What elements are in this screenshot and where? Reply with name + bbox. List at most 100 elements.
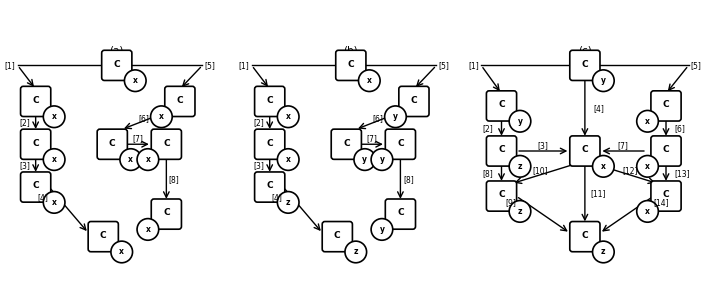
FancyBboxPatch shape (255, 129, 285, 159)
Text: C: C (343, 139, 350, 148)
Text: C: C (114, 60, 120, 69)
Circle shape (120, 149, 142, 170)
FancyBboxPatch shape (486, 136, 517, 166)
Text: [12]: [12] (623, 166, 638, 175)
Text: x: x (145, 155, 150, 164)
Text: C: C (663, 145, 669, 154)
Text: C: C (397, 139, 404, 148)
Text: x: x (601, 162, 606, 171)
Text: C: C (498, 100, 505, 109)
Text: [4]: [4] (271, 193, 282, 202)
FancyBboxPatch shape (651, 136, 681, 166)
Circle shape (151, 106, 172, 127)
FancyBboxPatch shape (97, 129, 128, 159)
Text: x: x (367, 76, 372, 85)
Text: [3]: [3] (19, 161, 30, 170)
Text: C: C (32, 96, 39, 105)
Text: C: C (498, 191, 505, 199)
Text: x: x (51, 155, 56, 164)
Text: x: x (119, 247, 124, 256)
Text: C: C (266, 96, 273, 105)
Circle shape (637, 201, 658, 222)
FancyBboxPatch shape (331, 129, 362, 159)
Text: C: C (498, 145, 505, 154)
FancyBboxPatch shape (570, 222, 600, 252)
Circle shape (637, 156, 658, 177)
FancyBboxPatch shape (152, 199, 181, 229)
FancyBboxPatch shape (322, 222, 352, 252)
FancyBboxPatch shape (165, 86, 195, 117)
Text: x: x (286, 155, 290, 164)
Text: [1]: [1] (468, 61, 479, 70)
Text: y: y (379, 155, 384, 164)
Circle shape (509, 156, 531, 177)
FancyBboxPatch shape (152, 129, 181, 159)
Text: C: C (266, 139, 273, 148)
Text: [5]: [5] (439, 61, 450, 70)
Text: [2]: [2] (253, 118, 264, 127)
FancyBboxPatch shape (570, 136, 600, 166)
Text: C: C (663, 100, 669, 109)
Text: y: y (601, 76, 606, 85)
FancyBboxPatch shape (255, 172, 285, 202)
FancyBboxPatch shape (102, 50, 132, 80)
Text: [7]: [7] (133, 134, 144, 143)
FancyBboxPatch shape (386, 129, 415, 159)
Text: [8]: [8] (169, 175, 180, 184)
Circle shape (637, 111, 658, 132)
Circle shape (371, 149, 393, 170)
Text: [1]: [1] (5, 61, 16, 70)
Circle shape (345, 241, 367, 263)
Text: z: z (601, 247, 606, 256)
Text: x: x (51, 198, 56, 207)
Circle shape (277, 106, 299, 127)
Text: z: z (353, 247, 358, 256)
FancyBboxPatch shape (651, 181, 681, 211)
Text: [10]: [10] (532, 166, 548, 175)
FancyBboxPatch shape (255, 86, 285, 117)
Text: x: x (159, 112, 164, 121)
Text: C: C (582, 231, 588, 240)
Text: C: C (663, 191, 669, 199)
Text: z: z (517, 207, 522, 216)
Circle shape (43, 191, 65, 213)
Circle shape (137, 219, 159, 240)
Text: x: x (145, 225, 150, 234)
Circle shape (125, 70, 146, 92)
Circle shape (277, 191, 299, 213)
Text: (c): (c) (578, 45, 591, 55)
FancyBboxPatch shape (386, 199, 415, 229)
Text: [3]: [3] (538, 141, 548, 150)
Text: x: x (645, 117, 650, 126)
Circle shape (354, 149, 376, 170)
Circle shape (43, 106, 65, 127)
Circle shape (509, 111, 531, 132)
Text: [3]: [3] (253, 161, 264, 170)
Text: C: C (163, 139, 170, 148)
FancyBboxPatch shape (20, 172, 51, 202)
Circle shape (277, 149, 299, 170)
Text: [13]: [13] (674, 169, 689, 178)
Text: [8]: [8] (483, 169, 493, 178)
Text: y: y (517, 117, 522, 126)
Text: [6]: [6] (138, 114, 149, 123)
Circle shape (592, 241, 614, 263)
FancyBboxPatch shape (486, 181, 517, 211)
Circle shape (509, 201, 531, 222)
FancyBboxPatch shape (651, 91, 681, 121)
Text: C: C (266, 182, 273, 191)
Text: C: C (410, 96, 417, 105)
FancyBboxPatch shape (399, 86, 429, 117)
Text: C: C (348, 60, 354, 69)
Text: [11]: [11] (591, 189, 606, 198)
Text: [8]: [8] (403, 175, 414, 184)
Text: (b): (b) (343, 45, 358, 55)
Circle shape (592, 156, 614, 177)
Text: x: x (645, 162, 650, 171)
Text: x: x (286, 112, 290, 121)
Text: C: C (397, 208, 404, 217)
Circle shape (43, 149, 65, 170)
Circle shape (592, 70, 614, 92)
FancyBboxPatch shape (570, 50, 600, 80)
Text: C: C (334, 231, 341, 240)
